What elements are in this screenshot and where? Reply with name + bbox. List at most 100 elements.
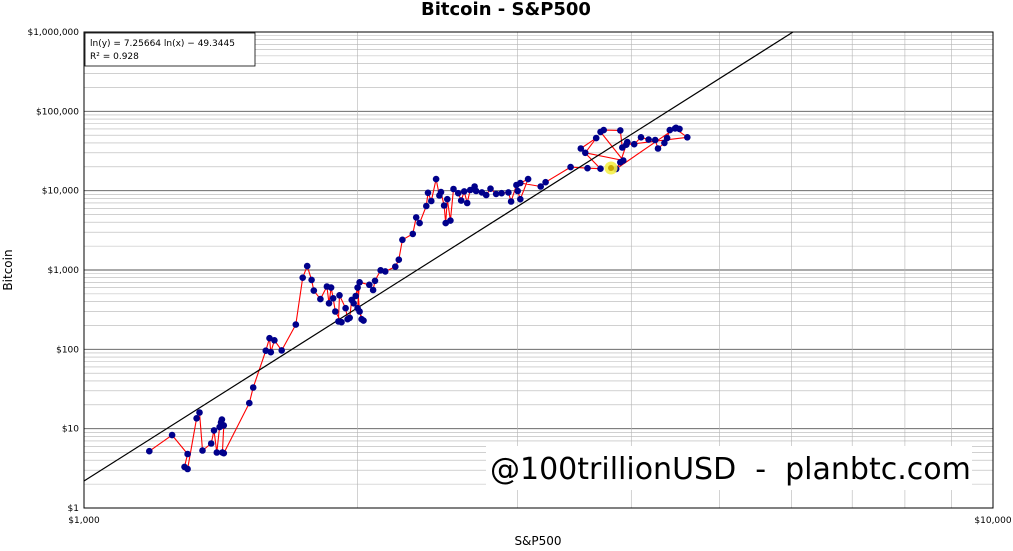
x-tick-label: $1,000 [68, 516, 100, 526]
plot-frame [83, 31, 994, 509]
data-point [507, 198, 515, 205]
data-point [482, 191, 490, 199]
data-point [645, 136, 652, 143]
data-point [278, 347, 286, 354]
data-point [360, 317, 367, 324]
data-point [630, 140, 638, 148]
data-point [597, 165, 604, 172]
data-point [487, 185, 494, 192]
y-tick-label: $100,000 [36, 107, 79, 117]
data-point [505, 189, 512, 196]
data-point [447, 217, 454, 224]
data-point [262, 347, 270, 355]
data-point [637, 134, 645, 141]
data-point [146, 447, 153, 455]
data-point [335, 318, 342, 325]
data-point [440, 202, 448, 209]
data-point [199, 447, 206, 454]
data-point [412, 214, 420, 221]
data-point [342, 304, 349, 312]
price-path [148, 127, 688, 470]
data-point [336, 292, 343, 299]
regression-line [83, 31, 794, 482]
data-point [218, 416, 226, 423]
data-point [392, 263, 399, 271]
data-point [356, 279, 363, 286]
data-point [437, 188, 445, 196]
data-point [399, 236, 406, 244]
data-point [249, 384, 257, 391]
fit-line [83, 31, 794, 482]
data-point [220, 449, 228, 457]
path-line [148, 127, 688, 470]
data-point [424, 189, 432, 197]
highlight-point [608, 165, 615, 172]
data-point [514, 187, 521, 195]
data-point [542, 178, 549, 186]
data-point [663, 134, 671, 142]
data-point [450, 185, 457, 193]
y-tick-label: $1,000,000 [27, 28, 79, 38]
data-point [423, 202, 430, 210]
data-point [444, 195, 451, 203]
data-point [454, 189, 462, 197]
data-point [366, 281, 373, 289]
data-point [196, 409, 203, 416]
y-tick-label: $1,000 [48, 266, 80, 276]
data-point [409, 230, 417, 238]
highlight-marker [604, 161, 618, 175]
data-point [184, 450, 191, 458]
data-point [684, 134, 691, 141]
data-point [472, 187, 480, 195]
data-point [460, 188, 468, 195]
y-tick-label: $100 [56, 345, 79, 355]
data-point [577, 145, 585, 152]
data-point [592, 134, 600, 142]
data-point [651, 136, 659, 144]
data-point [325, 300, 333, 307]
data-point [382, 268, 389, 275]
watermark-box: @100trillionUSD - planbtc.com [486, 446, 972, 490]
y-tick-label: $1 [68, 504, 79, 514]
data-point [299, 274, 307, 282]
data-point [346, 314, 354, 322]
equation-box-frame [84, 32, 256, 67]
regression-r-squared: R² = 0.928 [90, 52, 139, 62]
data-point [267, 348, 275, 356]
data-point [352, 292, 360, 300]
data-point [524, 175, 532, 183]
data-point [584, 164, 591, 172]
data-point [582, 149, 589, 157]
data-point [329, 295, 337, 302]
y-tick-label: $10 [62, 425, 79, 435]
data-point [617, 127, 624, 134]
watermark-text: @100trillionUSD - planbtc.com [490, 452, 971, 487]
data-point [308, 276, 315, 284]
data-point [623, 141, 630, 148]
data-point [271, 337, 278, 344]
data-point [193, 415, 200, 422]
data-point [416, 219, 423, 227]
data-point [600, 126, 607, 134]
axis-ticks: $1,000,000 $100,000 $10,000 $1,000 $100 $10 $1… [27, 28, 1011, 526]
data-point [369, 286, 377, 294]
data-point [246, 399, 253, 407]
data-point [207, 440, 215, 447]
data-point [428, 197, 435, 205]
y-tick-label: $10,000 [42, 187, 79, 197]
data-point [492, 190, 500, 198]
data-point [463, 199, 471, 207]
watermark-background [486, 446, 972, 490]
data-point [654, 145, 662, 152]
data-point [371, 277, 379, 285]
data-point [220, 422, 228, 429]
data-points [146, 124, 691, 473]
data-point [466, 186, 474, 194]
data-point [498, 189, 505, 197]
grid [84, 32, 993, 508]
data-point [354, 284, 361, 291]
data-point [617, 159, 624, 166]
data-point [354, 304, 361, 312]
data-point [303, 262, 311, 270]
